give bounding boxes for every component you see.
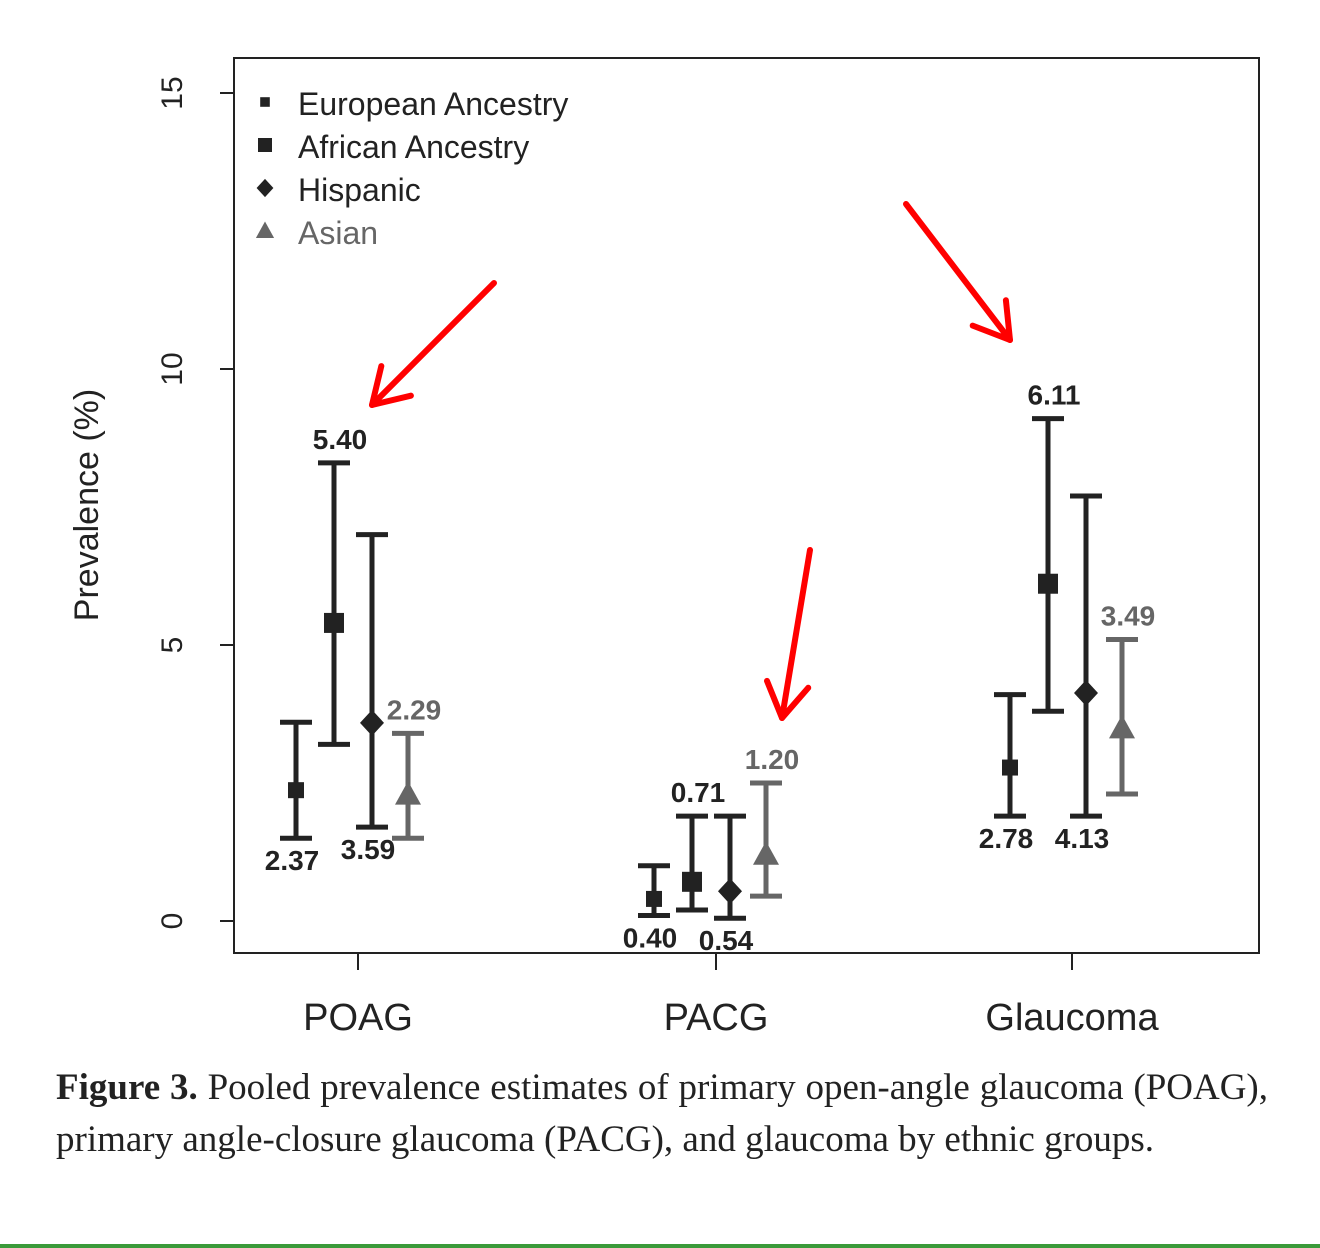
series-0: 2.37 0.40 2.78	[265, 692, 1034, 953]
x-tick-label-2: Glaucoma	[985, 997, 1159, 1039]
data-label-2-0: 3.59	[341, 834, 396, 865]
legend-label-0: European Ancestry	[298, 86, 568, 122]
arrow-0	[369, 280, 497, 408]
data-label-0-0: 2.37	[265, 845, 320, 876]
point-3-0	[395, 781, 421, 805]
x-tick-label-0: POAG	[303, 997, 413, 1039]
arrow-shaft-1	[779, 547, 813, 721]
arrow-head-2	[969, 297, 1013, 343]
series-layer: 2.370.402.785.400.716.113.590.544.132.29…	[265, 380, 1156, 957]
y-axis: 0 5 10 15	[156, 76, 235, 930]
legend: European Ancestry African Ancestry Hispani…	[255, 86, 568, 251]
legend-label-2: Hispanic	[298, 172, 421, 208]
x-axis: POAG PACG Glaucoma	[303, 953, 1159, 1039]
point-2-2	[1074, 680, 1098, 707]
point-2-1	[718, 878, 742, 905]
caption-lead: Figure 3.	[56, 1067, 198, 1108]
bottom-rule	[0, 1244, 1320, 1248]
y-axis-label: Prevalence (%)	[68, 389, 106, 621]
y-tick-label-1: 5	[156, 637, 189, 654]
data-label-1-0: 5.40	[313, 424, 368, 455]
arrow-1	[763, 547, 813, 721]
data-label-1-2: 6.11	[1028, 380, 1081, 411]
point-3-2	[1109, 714, 1135, 739]
data-label-2-1: 0.54	[699, 925, 754, 956]
series-1: 5.40 0.71 6.11	[313, 380, 1081, 913]
point-0-2	[1002, 759, 1018, 776]
annotation-arrows	[369, 201, 1013, 721]
arrow-head-0	[369, 363, 414, 408]
point-0-0	[288, 782, 304, 799]
arrow-2	[903, 201, 1013, 343]
data-label-3-1: 1.20	[745, 744, 800, 775]
series-2: 3.59 0.54 4.13	[341, 493, 1110, 956]
legend-label-1: African Ancestry	[298, 129, 529, 165]
x-tick-label-1: PACG	[664, 997, 769, 1039]
legend-label-3: Asian	[298, 215, 378, 251]
point-1-2	[1038, 573, 1058, 594]
caption-text: Pooled prevalence estimates of primary o…	[56, 1067, 1269, 1160]
legend-marker-3	[255, 221, 275, 238]
point-3-1	[753, 841, 779, 865]
point-2-0	[360, 709, 384, 736]
y-tick-label-3: 15	[156, 76, 189, 109]
point-1-0	[324, 612, 344, 633]
arrow-head-1	[763, 677, 812, 721]
legend-marker-0	[260, 97, 270, 107]
point-1-1	[682, 871, 702, 892]
point-0-1	[646, 890, 662, 907]
data-label-1-1: 0.71	[671, 777, 726, 808]
y-tick-label-0: 0	[156, 913, 189, 930]
data-label-2-2: 4.13	[1055, 823, 1110, 854]
figure-caption: Figure 3. Pooled prevalence estimates of…	[56, 1062, 1268, 1166]
series-3: 2.29 1.20 3.49	[387, 600, 1156, 899]
legend-marker-1	[258, 138, 272, 152]
data-label-3-0: 2.29	[387, 694, 442, 725]
chart: 0 5 10 15 Prevalence (%) POAG PACG Glaucoma E…	[68, 57, 1260, 1039]
arrow-shaft-2	[903, 201, 1013, 343]
arrow-shaft-0	[369, 280, 497, 408]
data-label-0-1: 0.40	[623, 922, 678, 953]
data-label-0-2: 2.78	[979, 823, 1034, 854]
data-label-3-2: 3.49	[1101, 600, 1156, 631]
legend-marker-2	[256, 178, 274, 198]
y-tick-label-2: 10	[156, 352, 189, 385]
